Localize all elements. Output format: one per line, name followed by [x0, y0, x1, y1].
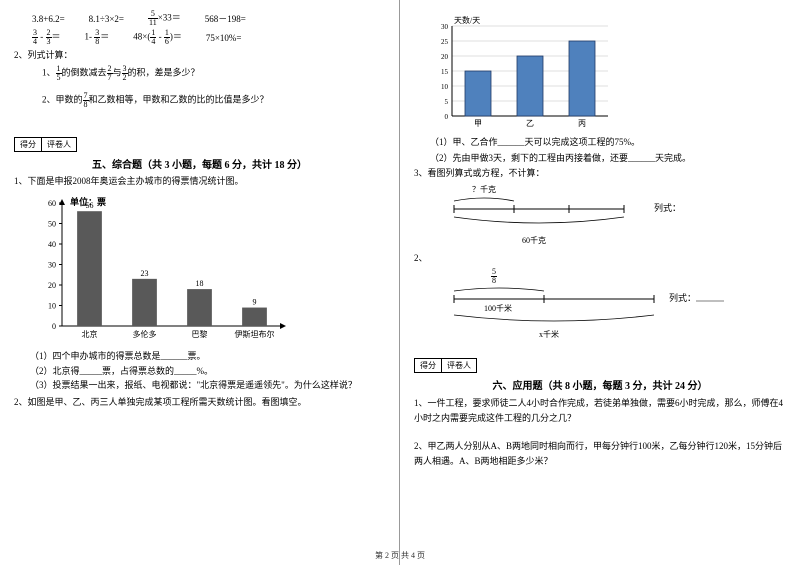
svg-text:北京: 北京 — [82, 329, 98, 339]
exp-2d: 75×10%= — [206, 33, 242, 43]
exp-1d: 568－198= — [205, 12, 246, 25]
svg-text:23: 23 — [141, 269, 149, 278]
svg-text:20: 20 — [48, 281, 56, 290]
exp-2b: 1- 38＝ — [85, 29, 110, 46]
svg-text:巴黎: 巴黎 — [192, 329, 208, 339]
score-box-6: 得分评卷人 — [414, 358, 786, 373]
svg-text:0: 0 — [445, 113, 449, 121]
svg-text:30: 30 — [441, 23, 449, 31]
svg-text:列式：: 列式： — [654, 202, 681, 213]
svg-text:伊斯坦布尔: 伊斯坦布尔 — [235, 329, 275, 339]
exp-1a: 3.8+6.2= — [32, 14, 65, 24]
sec6-q2: 2、甲乙两人分别从A、B两地同时相向而行，甲每分钟行100米，乙每分钟行120米… — [414, 439, 786, 468]
svg-text:9: 9 — [253, 298, 257, 307]
exp-2c: 48×(14 - 16)＝ — [133, 29, 182, 46]
svg-text:甲: 甲 — [474, 119, 482, 128]
exp-1b: 8.1÷3×2= — [89, 14, 124, 24]
svg-text:30: 30 — [48, 261, 56, 270]
sec5-q1: 1、下面是申报2008年奥运会主办城市的得票情况统计图。 — [14, 175, 385, 188]
svg-text:50: 50 — [48, 220, 56, 229]
r-sub1: （1）甲、乙合作______天可以完成这项工程的75%。 — [414, 136, 786, 149]
svg-text:丙: 丙 — [578, 119, 586, 128]
sec5-sub1: （1）四个申办城市的得票总数是______票。 — [14, 350, 385, 363]
sec5-q2: 2、如图是甲、乙、丙三人单独完成某项工程所需天数统计图。看图填空。 — [14, 396, 385, 409]
svg-text:乙: 乙 — [526, 119, 534, 128]
q2-1: 1、15的倒数减去27与32的积，差是多少？ — [14, 65, 385, 82]
svg-text:5: 5 — [445, 98, 449, 106]
q2-label: 2、列式计算： — [14, 49, 385, 62]
diagram1: ？千克 列式： 60千克 — [444, 184, 786, 246]
chart1: 0102030405060单位：票56北京23多伦多18巴黎9伊斯坦布尔 — [32, 191, 385, 346]
r-sub2: （2）先由甲做3天，剩下的工程由丙接着做，还要______天完成。 — [414, 152, 786, 165]
q2-2: 2、甲数的78和乙数相等，甲数和乙数的比的比值是多少？ — [14, 92, 385, 109]
sec5-sub2: （2）北京得_____票，占得票总数的_____%。 — [14, 365, 385, 378]
r-q3: 3、看图列算式或方程，不计算： — [414, 167, 786, 180]
svg-text:40: 40 — [48, 240, 56, 249]
diagram2: 58 100千米 列式： x千米 — [444, 268, 786, 340]
sec6-q1: 1、一件工程，要求师徒二人4小时合作完成，若徒弟单独做，需要6小时完成，那么，师… — [414, 396, 786, 425]
svg-text:60: 60 — [48, 199, 56, 208]
svg-text:天数/天: 天数/天 — [454, 15, 480, 25]
score-box-5: 得分评卷人 — [14, 137, 385, 152]
page-footer: 第 2 页 共 4 页 — [0, 550, 800, 561]
exp-1c: 511×33＝ — [148, 10, 181, 27]
svg-text:列式：: 列式： — [669, 292, 696, 303]
svg-text:18: 18 — [196, 279, 204, 288]
chart2: 天数/天 0 5 10 15 20 25 30 甲 乙 丙 — [426, 12, 786, 132]
svg-text:15: 15 — [441, 68, 449, 76]
svg-text:20: 20 — [441, 53, 449, 61]
svg-text:56: 56 — [86, 201, 94, 210]
svg-text:100千米: 100千米 — [484, 303, 512, 313]
exp-2a: 34 - 23＝ — [32, 29, 61, 46]
section6-title: 六、应用题（共 8 小题，每题 3 分，共计 24 分） — [414, 377, 786, 392]
svg-text:10: 10 — [48, 302, 56, 311]
svg-text:多伦多: 多伦多 — [133, 329, 157, 339]
svg-text:0: 0 — [52, 322, 56, 331]
diag2-label: 2、 — [414, 252, 786, 265]
section5-title: 五、综合题（共 3 小题，每题 6 分，共计 18 分） — [14, 156, 385, 171]
svg-text:10: 10 — [441, 83, 449, 91]
svg-text:25: 25 — [441, 38, 449, 46]
sec5-sub3: （3）投票结果一出来，报纸、电视都说："北京得票是遥遥领先"。为什么这样说？ — [14, 379, 385, 392]
